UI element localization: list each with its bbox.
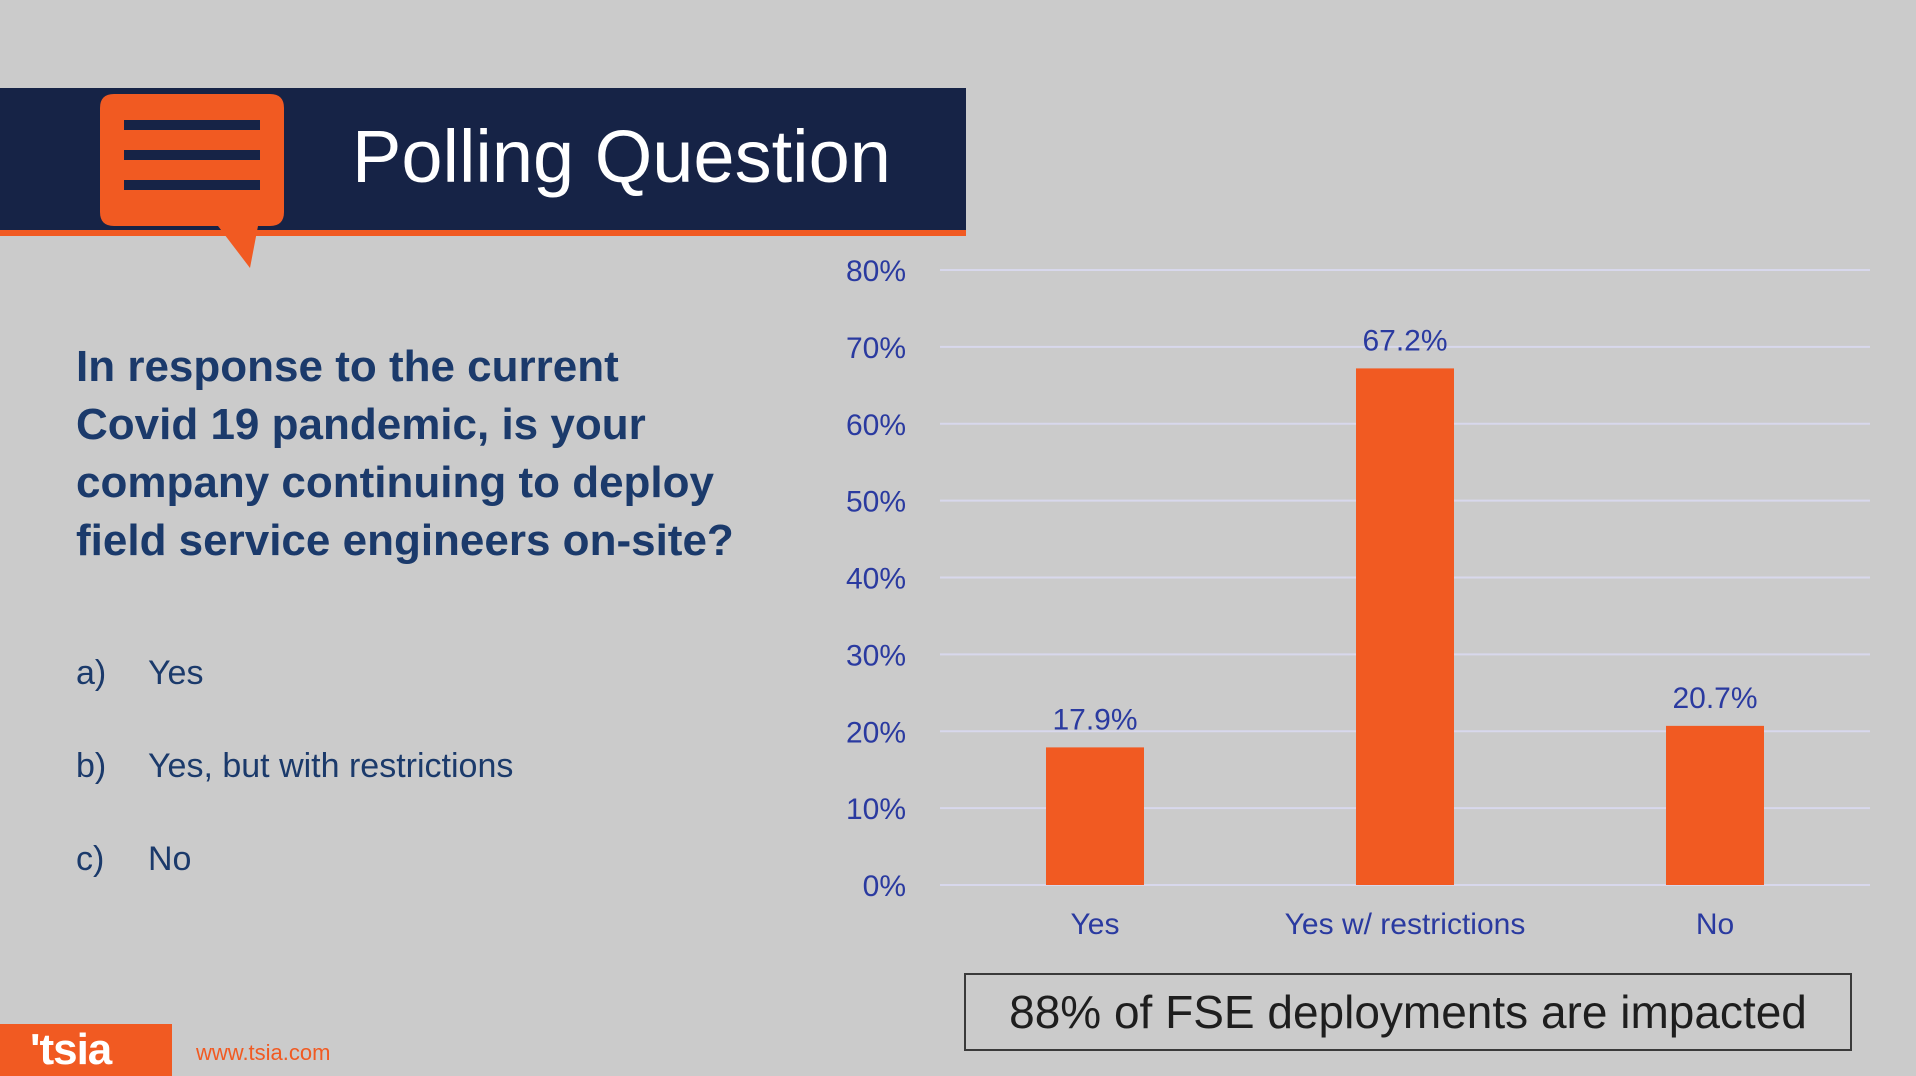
y-tick-label: 80% [846, 255, 906, 288]
footer-url[interactable]: www.tsia.com [196, 1040, 331, 1065]
y-tick-label: 20% [846, 716, 906, 749]
x-tick-label: Yes w/ restrictions [1285, 908, 1526, 941]
y-tick-label: 60% [846, 409, 906, 442]
y-tick-label: 50% [846, 486, 906, 519]
speech-bubble-icon [100, 94, 284, 268]
option-label: Yes [148, 654, 204, 692]
data-label: 67.2% [1362, 324, 1447, 357]
x-tick-label: No [1696, 908, 1734, 941]
y-tick-label: 0% [863, 870, 906, 903]
option-b: b) Yes, but with restrictions [76, 747, 513, 786]
option-a: a) Yes [76, 654, 203, 693]
y-tick-label: 10% [846, 793, 906, 826]
option-label: No [148, 840, 192, 878]
y-tick-label: 30% [846, 639, 906, 672]
y-tick-label: 40% [846, 563, 906, 596]
callout-box: 88% of FSE deployments are impacted [964, 973, 1852, 1051]
bar [1046, 747, 1144, 885]
option-letter: b) [76, 747, 107, 785]
y-tick-label: 70% [846, 332, 906, 365]
x-tick-label: Yes [1071, 908, 1120, 941]
option-label: Yes, but with restrictions [148, 747, 514, 785]
tsia-logo: 'tsia [0, 1024, 172, 1076]
option-c: c) No [76, 840, 191, 879]
option-letter: a) [76, 654, 107, 692]
data-label: 20.7% [1672, 682, 1757, 715]
option-letter: c) [76, 840, 105, 878]
page-title: Polling Question [352, 115, 891, 198]
data-label: 17.9% [1052, 703, 1137, 736]
bar [1356, 368, 1454, 885]
bar [1666, 725, 1764, 885]
poll-question: In response to the current Covid 19 pand… [76, 342, 734, 565]
